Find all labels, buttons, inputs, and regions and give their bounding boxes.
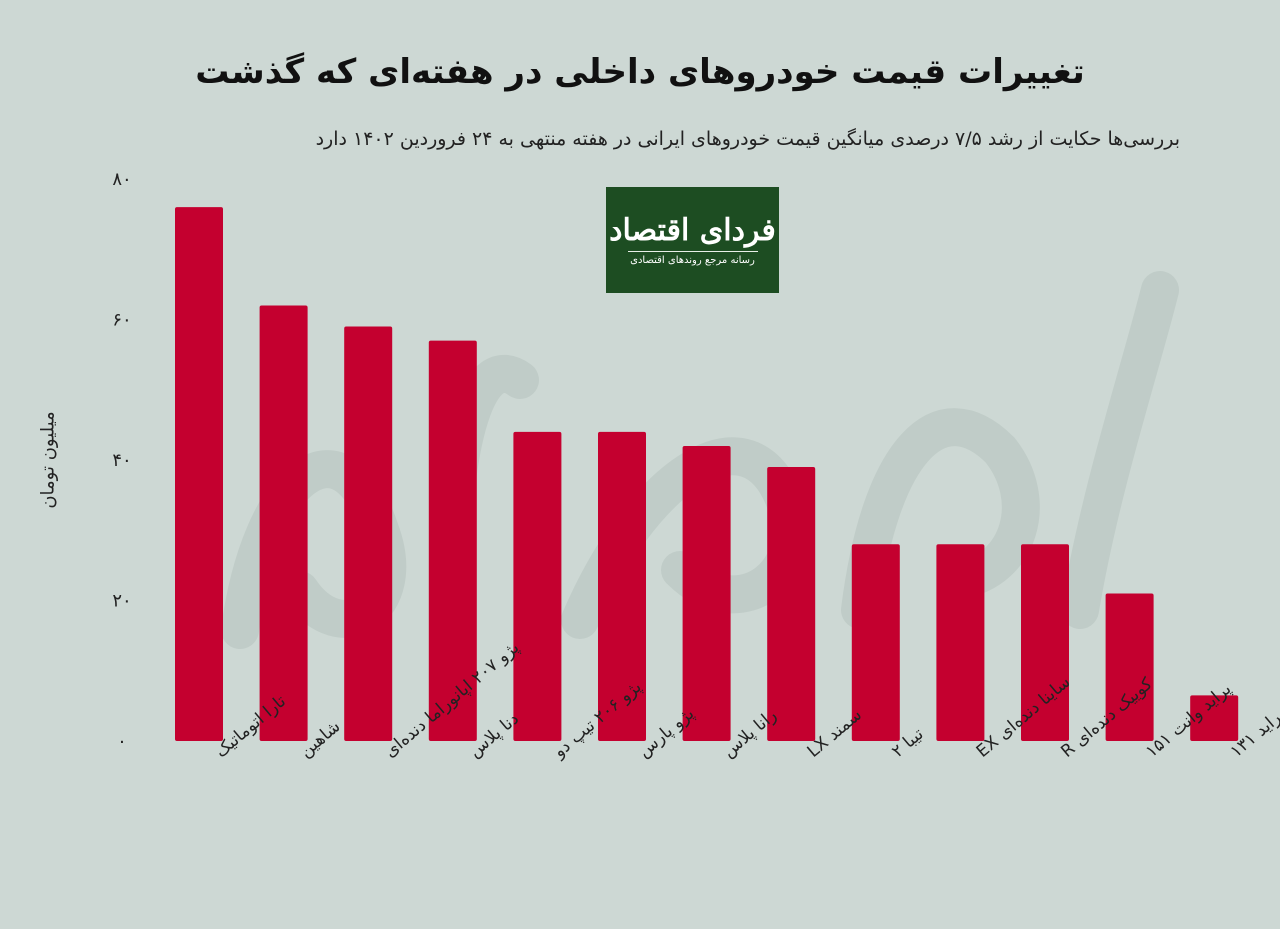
chart-title: تغییرات قیمت خودروهای داخلی در هفته‌ای ک… bbox=[195, 52, 1085, 92]
bar bbox=[851, 544, 900, 741]
bar bbox=[682, 445, 731, 741]
logo-name: فردای اقتصاد bbox=[609, 213, 776, 248]
chart-subtitle: بررسی‌ها حکایت از رشد ۷/۵ درصدی میانگین … bbox=[315, 128, 1180, 150]
brand-logo: فردای اقتصاد رسانه مرجع روندهای اقتصادی bbox=[606, 187, 779, 293]
bar bbox=[1021, 544, 1069, 741]
bar bbox=[175, 207, 223, 742]
bar bbox=[1105, 593, 1154, 741]
bar bbox=[428, 340, 477, 741]
y-tick-label: ۸۰ bbox=[112, 169, 131, 190]
bar bbox=[344, 326, 393, 741]
y-tick-label: ۴۰ bbox=[112, 450, 131, 471]
y-tick-label: ۲۰ bbox=[112, 591, 131, 612]
bar bbox=[598, 431, 646, 741]
bar bbox=[1190, 695, 1239, 741]
bar bbox=[513, 431, 562, 741]
logo-divider bbox=[627, 251, 758, 252]
y-tick-label: ۰ bbox=[117, 731, 127, 752]
logo-tagline: رسانه مرجع روندهای اقتصادی bbox=[630, 255, 755, 266]
bar bbox=[259, 305, 308, 741]
bar bbox=[767, 467, 816, 741]
bar bbox=[936, 544, 985, 741]
y-tick-label: ۶۰ bbox=[112, 310, 131, 331]
